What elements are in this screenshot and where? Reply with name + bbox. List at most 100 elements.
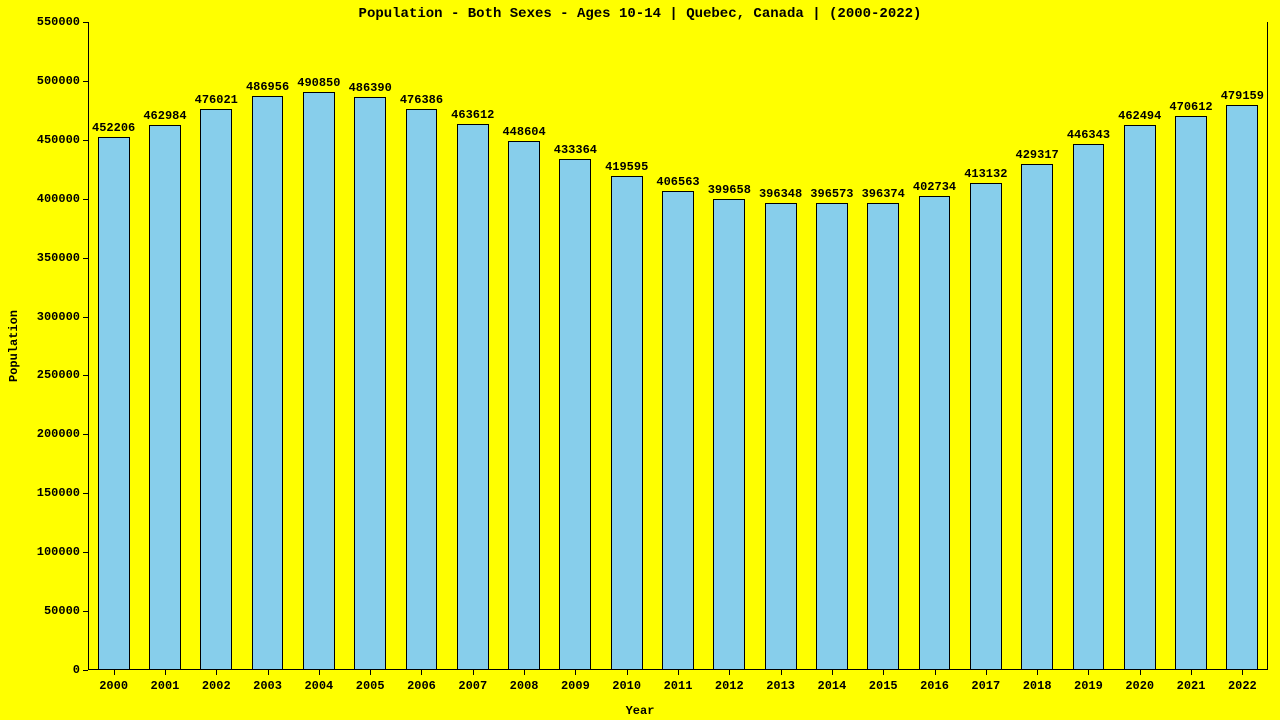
- bar: [867, 203, 899, 670]
- y-tick-mark: [83, 140, 88, 141]
- x-tick-mark: [421, 670, 422, 675]
- x-tick-mark: [781, 670, 782, 675]
- bar-value-label: 476021: [195, 93, 238, 107]
- bar: [559, 159, 591, 670]
- bar-value-label: 479159: [1221, 89, 1264, 103]
- bar-value-label: 419595: [605, 160, 648, 174]
- x-tick-label: 2009: [561, 679, 590, 693]
- x-tick-label: 2017: [971, 679, 1000, 693]
- x-tick-label: 2004: [304, 679, 333, 693]
- bar-value-label: 396348: [759, 187, 802, 201]
- x-tick-label: 2013: [766, 679, 795, 693]
- bar: [406, 109, 438, 670]
- bar: [508, 141, 540, 670]
- bar-value-label: 429317: [1016, 148, 1059, 162]
- x-tick-mark: [1191, 670, 1192, 675]
- bar: [1226, 105, 1258, 670]
- bar: [970, 183, 1002, 670]
- plot-area: 0500001000001500002000002500003000003500…: [88, 22, 1268, 670]
- x-tick-label: 2021: [1177, 679, 1206, 693]
- bar: [662, 191, 694, 670]
- bar-value-label: 462984: [143, 109, 186, 123]
- y-tick-label: 350000: [37, 251, 88, 265]
- bar-value-label: 413132: [964, 167, 1007, 181]
- bar-value-label: 396573: [810, 187, 853, 201]
- y-tick-label: 50000: [44, 604, 88, 618]
- bar: [1175, 116, 1207, 670]
- x-tick-label: 2010: [612, 679, 641, 693]
- bar-value-label: 399658: [708, 183, 751, 197]
- y-tick-label: 200000: [37, 427, 88, 441]
- x-tick-label: 2006: [407, 679, 436, 693]
- y-tick-mark: [83, 670, 88, 671]
- x-tick-mark: [832, 670, 833, 675]
- y-tick-mark: [83, 317, 88, 318]
- x-tick-mark: [575, 670, 576, 675]
- x-tick-mark: [935, 670, 936, 675]
- x-tick-label: 2012: [715, 679, 744, 693]
- x-tick-label: 2016: [920, 679, 949, 693]
- y-tick-label: 300000: [37, 310, 88, 324]
- y-tick-label: 500000: [37, 74, 88, 88]
- bar-value-label: 406563: [656, 175, 699, 189]
- x-tick-label: 2020: [1125, 679, 1154, 693]
- bar-value-label: 463612: [451, 108, 494, 122]
- x-tick-mark: [216, 670, 217, 675]
- x-tick-mark: [524, 670, 525, 675]
- x-tick-label: 2008: [510, 679, 539, 693]
- bar-value-label: 486390: [349, 81, 392, 95]
- y-tick-mark: [83, 434, 88, 435]
- x-tick-mark: [114, 670, 115, 675]
- y-tick-label: 100000: [37, 545, 88, 559]
- bar-value-label: 486956: [246, 80, 289, 94]
- x-tick-label: 2007: [458, 679, 487, 693]
- x-tick-mark: [370, 670, 371, 675]
- x-tick-label: 2000: [99, 679, 128, 693]
- x-tick-label: 2003: [253, 679, 282, 693]
- x-axis-label: Year: [0, 704, 1280, 718]
- bar: [816, 203, 848, 670]
- x-tick-mark: [1037, 670, 1038, 675]
- x-tick-mark: [729, 670, 730, 675]
- y-tick-mark: [83, 81, 88, 82]
- bar-value-label: 452206: [92, 121, 135, 135]
- chart-title: Population - Both Sexes - Ages 10-14 | Q…: [0, 6, 1280, 22]
- y-tick-mark: [83, 611, 88, 612]
- y-tick-mark: [83, 22, 88, 23]
- x-tick-mark: [986, 670, 987, 675]
- x-tick-label: 2005: [356, 679, 385, 693]
- axis-line-left: [88, 22, 89, 670]
- y-tick-mark: [83, 375, 88, 376]
- x-tick-mark: [1242, 670, 1243, 675]
- x-tick-mark: [627, 670, 628, 675]
- x-tick-mark: [319, 670, 320, 675]
- bar: [252, 96, 284, 670]
- x-tick-mark: [1088, 670, 1089, 675]
- y-tick-mark: [83, 552, 88, 553]
- x-tick-label: 2001: [151, 679, 180, 693]
- x-tick-label: 2015: [869, 679, 898, 693]
- bar: [200, 109, 232, 670]
- bar: [919, 196, 951, 670]
- bar: [713, 199, 745, 670]
- x-tick-mark: [473, 670, 474, 675]
- y-tick-label: 150000: [37, 486, 88, 500]
- x-tick-label: 2022: [1228, 679, 1257, 693]
- x-tick-label: 2018: [1023, 679, 1052, 693]
- bar-value-label: 476386: [400, 93, 443, 107]
- y-tick-label: 450000: [37, 133, 88, 147]
- x-tick-label: 2011: [664, 679, 693, 693]
- y-axis-label: Population: [7, 310, 21, 382]
- bar: [149, 125, 181, 670]
- bar: [98, 137, 130, 670]
- bar: [457, 124, 489, 670]
- bar-value-label: 402734: [913, 180, 956, 194]
- bar: [1124, 125, 1156, 670]
- x-tick-label: 2002: [202, 679, 231, 693]
- bar: [611, 176, 643, 670]
- population-bar-chart: Population - Both Sexes - Ages 10-14 | Q…: [0, 0, 1280, 720]
- bar: [765, 203, 797, 670]
- y-tick-label: 250000: [37, 368, 88, 382]
- y-tick-mark: [83, 199, 88, 200]
- bar-value-label: 490850: [297, 76, 340, 90]
